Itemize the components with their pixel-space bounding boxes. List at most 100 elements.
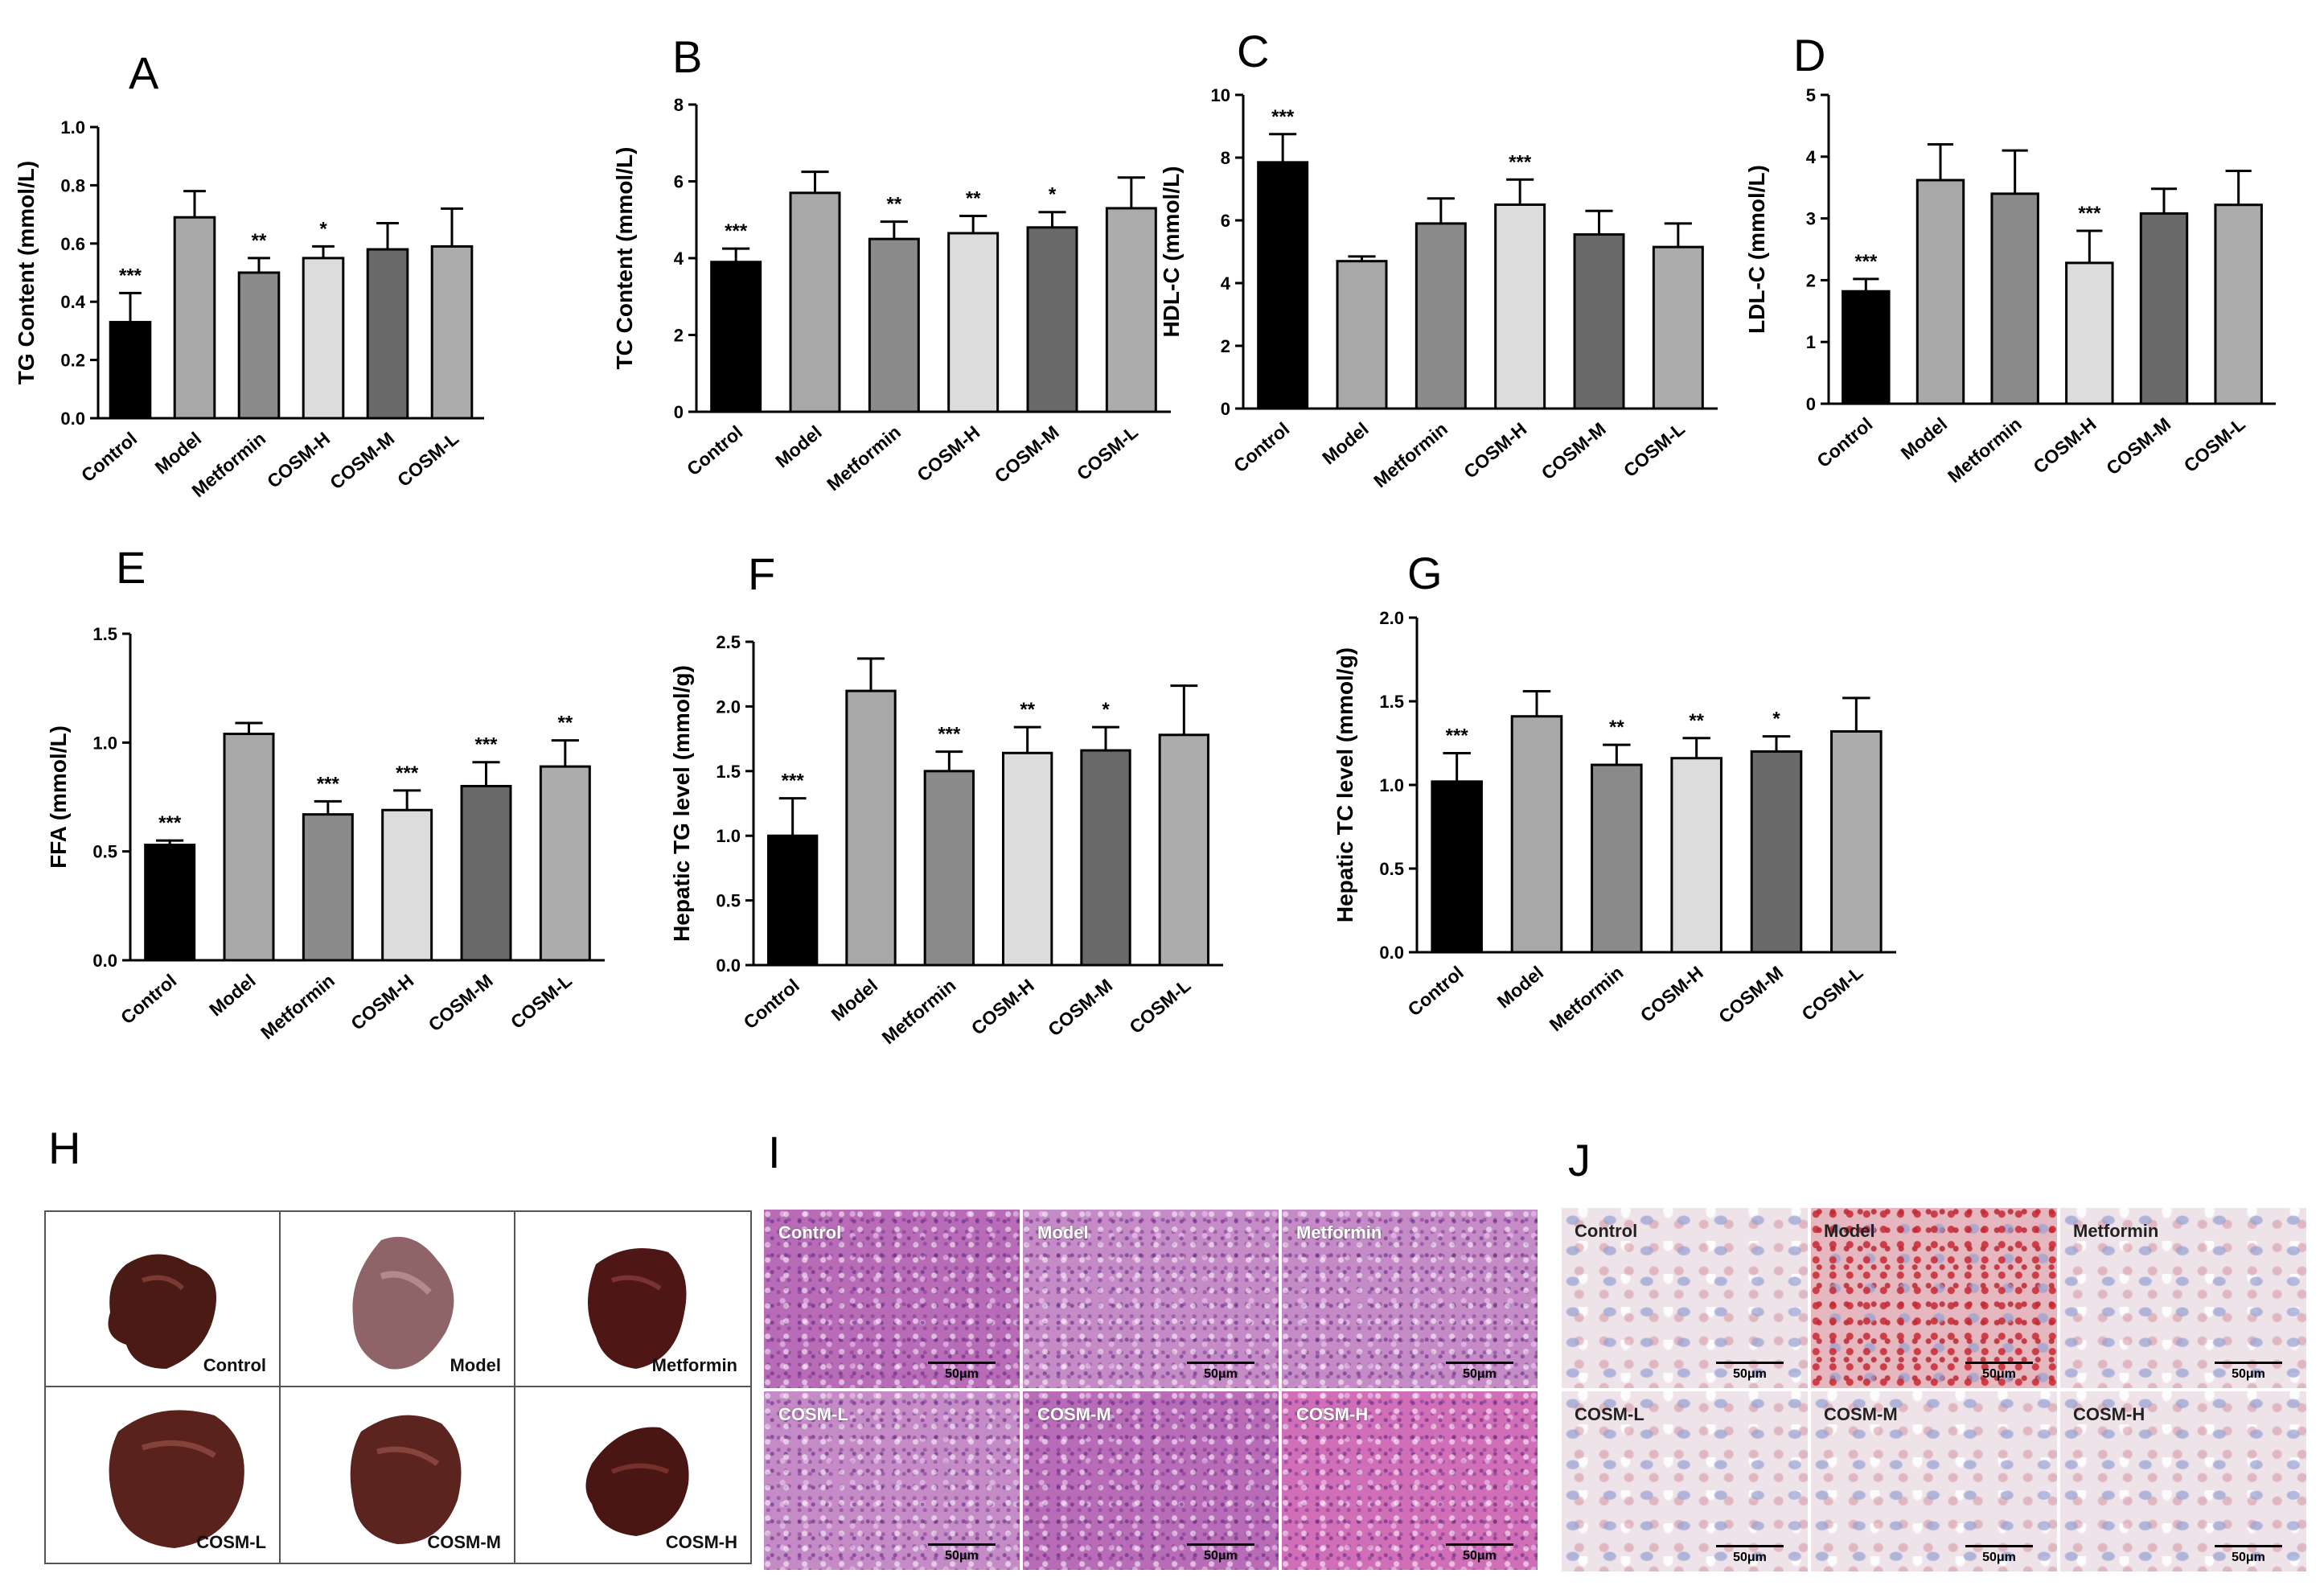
chart-c-tick-label: 8: [1221, 148, 1230, 168]
chart-f-category-label: COSM-L: [1125, 975, 1194, 1037]
oil-red-label: COSM-L: [1575, 1404, 1644, 1424]
chart-a-tick-label: 0.4: [60, 292, 85, 312]
he-label: Metformin: [1296, 1222, 1382, 1243]
panel-letter-i: I: [768, 1127, 781, 1177]
chart-g-bar-cosm-m: [1750, 750, 1803, 954]
liver-photo-control: Control: [46, 1212, 281, 1387]
chart-d-category-label: COSM-M: [2102, 413, 2174, 479]
chart-f-tick-label: 1.5: [716, 762, 741, 782]
scale-bar: [2215, 1362, 2282, 1364]
scale-label: 50μm: [2232, 1367, 2265, 1381]
chart-e-category-label: COSM-L: [507, 970, 576, 1033]
chart-c-tick-label: 10: [1211, 85, 1230, 105]
chart-e-category-label: Model: [205, 970, 260, 1021]
chart-g-panel-letter: G: [1407, 548, 1443, 598]
chart-f-bar-cosm-h: [1001, 751, 1053, 967]
chart-e-bar-cosm-l: [539, 765, 591, 962]
chart-b-category-label: Model: [771, 421, 826, 472]
liver-shape-icon: [109, 1410, 244, 1548]
chart-d-tick-label: 2: [1806, 270, 1816, 290]
chart-d-category-label: COSM-L: [2180, 413, 2249, 476]
he-label: COSM-M: [1037, 1404, 1111, 1424]
he-label: COSM-L: [778, 1404, 848, 1424]
chart-c-category-label: COSM-H: [1460, 418, 1530, 483]
chart-a-significance: ***: [119, 265, 142, 286]
he-image-cosm-m: COSM-M 50μm: [1023, 1391, 1279, 1570]
chart-g-bar-cosm-l: [1830, 729, 1883, 954]
chart-g-category-label: COSM-H: [1636, 962, 1707, 1026]
panel-letter-h: H: [48, 1123, 81, 1173]
chart-a-panel-letter: A: [129, 47, 159, 98]
chart-e-significance: **: [557, 713, 573, 734]
scale-label: 50μm: [1733, 1551, 1767, 1564]
liver-photo-cosm-l: COSM-L: [46, 1387, 281, 1563]
chart-b-panel-letter: B: [672, 31, 702, 82]
chart-f-category-label: Control: [740, 975, 803, 1033]
he-label: Control: [778, 1222, 842, 1243]
he-image-cosm-l: COSM-L 50μm: [764, 1391, 1020, 1570]
chart-c-bar-model: [1336, 260, 1388, 410]
chart-e-bar-model: [223, 733, 275, 962]
chart-a-bar-control: [109, 321, 152, 420]
chart-g-bar-control: [1431, 780, 1483, 954]
chart-c-bar-cosm-h: [1494, 203, 1546, 410]
he-image-cosm-h: COSM-H 50μm: [1282, 1391, 1538, 1570]
chart-a-tick-label: 0.8: [60, 175, 85, 195]
chart-f-significance: ***: [782, 770, 805, 792]
oil-red-label: Metformin: [2073, 1221, 2159, 1241]
chart-b-significance: *: [1049, 184, 1057, 206]
chart-f-bar-metformin: [923, 770, 975, 967]
chart-e-tick-label: 1.0: [92, 733, 117, 753]
scale-bar: [928, 1362, 996, 1364]
chart-f-significance: **: [1020, 699, 1035, 721]
chart-b-tick-label: 8: [674, 95, 684, 115]
chart-b-tick-label: 6: [674, 172, 684, 192]
oil-red-image-metformin: Metformin 50μm: [2060, 1208, 2306, 1388]
liver-label: COSM-H: [665, 1532, 737, 1552]
chart-a-bar-model: [173, 216, 216, 420]
chart-e-significance: ***: [317, 773, 340, 795]
chart-a-tick-label: 0.6: [60, 234, 85, 254]
chart-b-bar-cosm-l: [1105, 207, 1157, 413]
he-stain-panel: Control 50μm Model 50μm Metformin 50μm COSM…: [762, 1208, 1539, 1571]
scale-bar: [1965, 1545, 2033, 1547]
oil-red-image-model: Model 50μm: [1811, 1208, 2057, 1388]
he-image-control: Control 50μm: [764, 1210, 1020, 1388]
chart-d-tick-label: 3: [1806, 209, 1816, 229]
scale-bar: [1965, 1362, 2033, 1364]
chart-d-category-label: Metformin: [1944, 413, 2026, 487]
chart-g-category-label: COSM-M: [1714, 962, 1787, 1028]
chart-e-bar-control: [144, 844, 196, 962]
chart-f-category-label: Model: [827, 975, 882, 1025]
chart-c-panel-letter: C: [1237, 26, 1269, 76]
chart-c-tick-label: 0: [1221, 399, 1230, 419]
chart-g-category-label: COSM-L: [1797, 962, 1866, 1025]
scale-label: 50μm: [1463, 1367, 1497, 1381]
scale-label: 50μm: [945, 1549, 979, 1563]
chart-a-tick-label: 1.0: [60, 117, 85, 138]
scale-bar: [928, 1543, 996, 1546]
chart-f-tick-label: 0.0: [716, 955, 741, 976]
chart-f-bar-cosm-l: [1158, 733, 1210, 967]
he-label: Model: [1037, 1222, 1089, 1243]
chart-b-y-label: TC Content (mmol/L): [612, 147, 637, 370]
chart-g-tick-label: 0.0: [1379, 943, 1404, 963]
scale-bar: [1446, 1543, 1513, 1546]
chart-d-significance: ***: [2078, 203, 2101, 224]
chart-b-category-label: Metformin: [823, 421, 905, 495]
scale-label: 50μm: [1982, 1367, 2016, 1381]
scale-bar: [1446, 1362, 1513, 1364]
chart-g-tick-label: 2.0: [1379, 608, 1404, 628]
chart-b-significance: **: [886, 194, 901, 216]
chart-d-bar-cosm-l: [2214, 203, 2263, 405]
liver-label: Metformin: [651, 1355, 737, 1375]
scale-label: 50μm: [1463, 1549, 1497, 1563]
chart-e-category-label: COSM-H: [347, 970, 417, 1034]
chart-d-category-label: Control: [1813, 413, 1876, 471]
chart-d-bar-cosm-h: [2065, 261, 2114, 405]
oil-red-label: Model: [1824, 1221, 1875, 1241]
chart-f-significance: ***: [938, 724, 961, 746]
liver-shape-icon: [585, 1427, 689, 1536]
chart-g-category-label: Control: [1404, 962, 1468, 1020]
